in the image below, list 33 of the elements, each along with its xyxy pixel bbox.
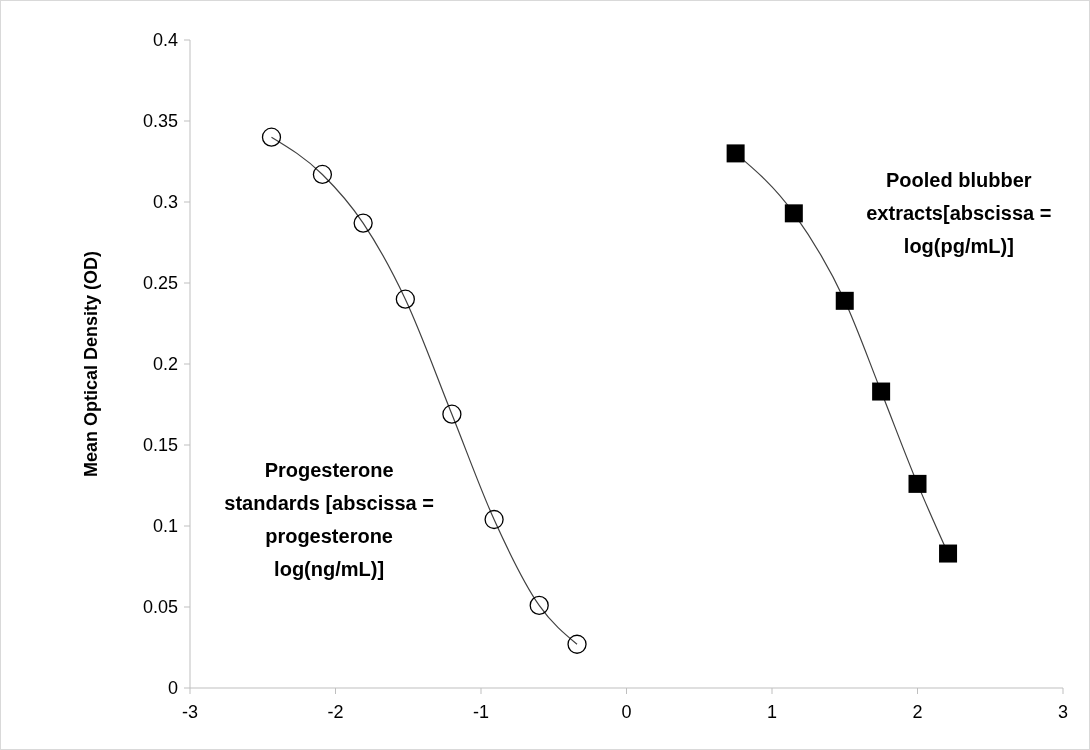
point bbox=[312, 164, 333, 185]
x-tick-label: 0 bbox=[621, 702, 632, 722]
y-tick-label: 0.2 bbox=[152, 354, 178, 375]
y-tick-label: 0.35 bbox=[142, 111, 178, 132]
x-tick-label: 2 bbox=[912, 702, 923, 722]
point bbox=[529, 595, 549, 616]
x-tick-label: 1 bbox=[766, 702, 778, 722]
x-tick-label: -1 bbox=[472, 702, 490, 722]
point bbox=[484, 509, 504, 530]
point bbox=[442, 404, 462, 424]
point bbox=[784, 204, 803, 223]
y-tick-label: 0.4 bbox=[152, 30, 178, 51]
point bbox=[939, 544, 958, 563]
x-tick-label: -3 bbox=[181, 702, 199, 722]
point bbox=[726, 144, 745, 163]
x-tick-label: -2 bbox=[327, 702, 344, 722]
y-tick-label: 0 bbox=[167, 678, 178, 699]
point bbox=[395, 289, 415, 309]
y-tick-label: 0.15 bbox=[142, 435, 178, 456]
series-label: Progesterone standards [abscissa = progesterone log(ng/mL)] bbox=[224, 459, 434, 581]
y-tick-label: 0.05 bbox=[142, 597, 178, 618]
point bbox=[908, 474, 927, 493]
series-label: Pooled blubber extracts[abscissa = log(pg/mL)] bbox=[866, 169, 1052, 258]
point bbox=[261, 127, 282, 147]
y-tick-label: 0.3 bbox=[152, 192, 178, 213]
point bbox=[835, 291, 854, 310]
point bbox=[353, 213, 373, 233]
point bbox=[567, 634, 587, 654]
y-tick-label: 0.25 bbox=[142, 273, 178, 294]
y-axis-title: Mean Optical Density (OD) bbox=[81, 250, 101, 478]
x-tick-label: 3 bbox=[1057, 702, 1069, 722]
point bbox=[872, 382, 891, 401]
y-tick-label: 0.1 bbox=[152, 516, 178, 537]
